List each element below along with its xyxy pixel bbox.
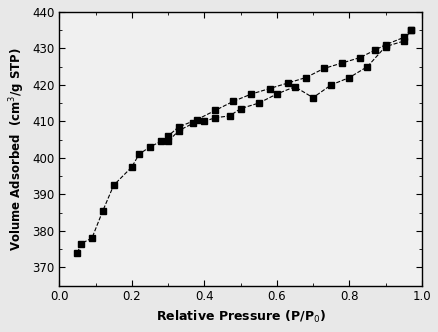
X-axis label: Relative Pressure (P/P$_0$): Relative Pressure (P/P$_0$)	[155, 309, 325, 325]
Y-axis label: Volume Adsorbed  (cm$^3$/g STP): Volume Adsorbed (cm$^3$/g STP)	[7, 47, 27, 251]
